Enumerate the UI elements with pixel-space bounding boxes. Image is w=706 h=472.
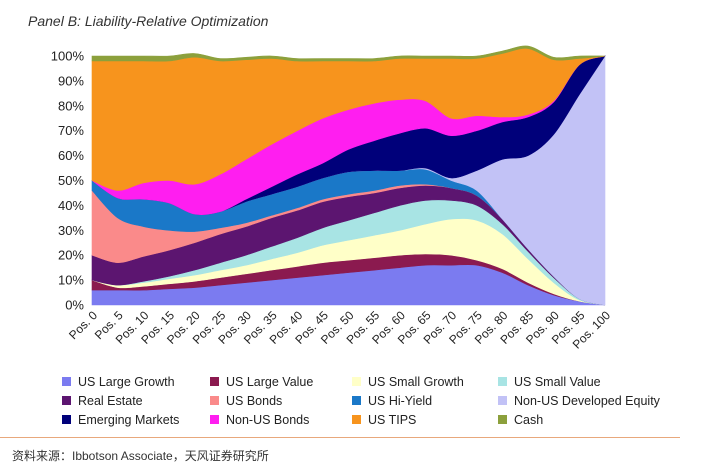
- legend-item: US Small Value: [498, 375, 698, 389]
- legend-swatch: [352, 396, 361, 405]
- legend-label: US Hi-Yield: [368, 393, 433, 408]
- legend-swatch: [62, 396, 71, 405]
- legend-swatch: [210, 377, 219, 386]
- legend-item: US Hi-Yield: [352, 394, 498, 408]
- source-divider: [0, 437, 680, 438]
- legend-label: US TIPS: [368, 412, 417, 427]
- stacked-area-chart: 0% 10% 20% 30% 40% 50% 60% 70% 80% 90% 100% Pos. 0…: [51, 45, 613, 352]
- legend-swatch: [498, 377, 507, 386]
- legend-label: Real Estate: [78, 393, 143, 408]
- y-tick-label: 50%: [58, 173, 84, 188]
- legend-item: US Bonds: [210, 394, 352, 408]
- legend-label: US Small Value: [514, 374, 601, 389]
- legend-item: US TIPS: [352, 413, 498, 427]
- legend-swatch: [352, 377, 361, 386]
- y-tick-label: 10%: [58, 273, 84, 288]
- legend-label: Non-US Bonds: [226, 412, 310, 427]
- legend-row: Real Estate US Bonds US Hi-Yield Non-US Dev…: [62, 391, 702, 410]
- y-tick-label: 70%: [58, 123, 84, 138]
- source-note: 资料来源：Ibbotson Associate，天风证券研究所: [12, 449, 269, 463]
- y-tick-label: 100%: [51, 49, 85, 64]
- legend-label: US Large Value: [226, 374, 314, 389]
- legend-item: Emerging Markets: [62, 413, 210, 427]
- legend-item: US Large Value: [210, 375, 352, 389]
- legend-label: US Bonds: [226, 393, 283, 408]
- legend-label: Cash: [514, 412, 544, 427]
- y-tick-label: 80%: [58, 98, 84, 113]
- legend-item: Non-US Developed Equity: [498, 394, 698, 408]
- area-layers: [91, 45, 606, 306]
- legend-swatch: [352, 415, 361, 424]
- legend-label: Non-US Developed Equity: [514, 393, 660, 408]
- legend-item: Cash: [498, 413, 698, 427]
- legend-item: US Small Growth: [352, 375, 498, 389]
- y-tick-label: 20%: [58, 248, 84, 263]
- legend-item: Real Estate: [62, 394, 210, 408]
- y-tick-label: 90%: [58, 73, 84, 88]
- chart-title: Panel B: Liability-Relative Optimization: [28, 13, 269, 29]
- legend-row: US Large Growth US Large Value US Small Gr…: [62, 372, 702, 391]
- legend-label: US Large Growth: [78, 374, 175, 389]
- chart-legend: US Large Growth US Large Value US Small Gr…: [62, 372, 702, 429]
- y-tick-label: 0%: [65, 298, 84, 313]
- y-tick-label: 40%: [58, 198, 84, 213]
- legend-item: US Large Growth: [62, 375, 210, 389]
- y-tick-label: 30%: [58, 223, 84, 238]
- legend-row: Emerging Markets Non-US Bonds US TIPS Cash: [62, 410, 702, 429]
- legend-swatch: [62, 415, 71, 424]
- legend-swatch: [498, 415, 507, 424]
- legend-item: Non-US Bonds: [210, 413, 352, 427]
- legend-swatch: [210, 396, 219, 405]
- legend-label: US Small Growth: [368, 374, 464, 389]
- legend-swatch: [498, 396, 507, 405]
- legend-label: Emerging Markets: [78, 412, 180, 427]
- legend-swatch: [62, 377, 71, 386]
- y-axis: 0% 10% 20% 30% 40% 50% 60% 70% 80% 90% 100%: [51, 49, 85, 313]
- legend-swatch: [210, 415, 219, 424]
- area-cash: [91, 45, 606, 62]
- y-tick-label: 60%: [58, 148, 84, 163]
